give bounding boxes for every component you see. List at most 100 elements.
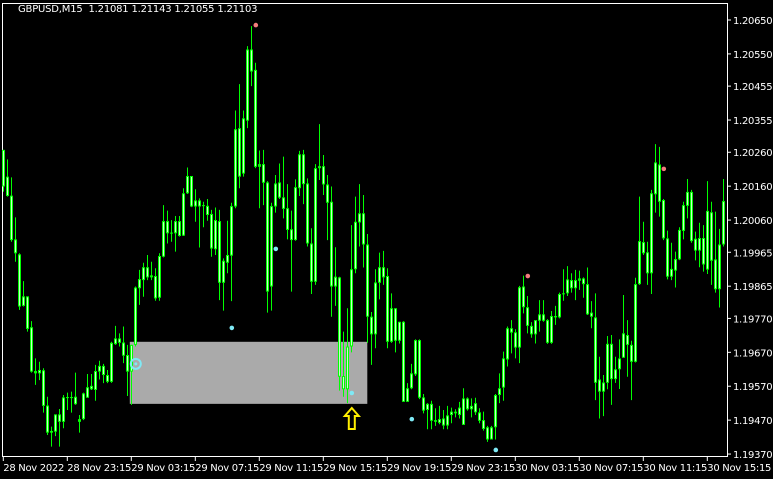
- candle: [654, 144, 657, 213]
- candle: [430, 400, 433, 430]
- candle-body: [434, 420, 437, 422]
- candle: [70, 391, 73, 413]
- arrow-up-icon: [342, 406, 362, 430]
- price-tick-label: 1.20355: [733, 116, 772, 127]
- candle: [146, 254, 149, 281]
- candle: [446, 405, 449, 430]
- candle: [142, 262, 145, 297]
- candle: [426, 403, 429, 430]
- candle: [494, 394, 497, 440]
- candle: [642, 221, 645, 255]
- candle: [658, 146, 661, 217]
- candle: [122, 326, 125, 364]
- candle: [438, 405, 441, 425]
- candle: [302, 149, 305, 205]
- candle: [170, 220, 173, 242]
- candle: [538, 300, 541, 332]
- candle: [82, 392, 85, 421]
- candle: [126, 344, 129, 397]
- sell-dot-marker: [253, 22, 259, 28]
- price-tick-label: 1.19965: [733, 248, 772, 259]
- candle: [698, 222, 701, 268]
- candle: [174, 215, 177, 252]
- candle: [326, 174, 329, 241]
- zone-layer: [129, 341, 368, 404]
- candle: [210, 209, 213, 257]
- markers: [129, 22, 667, 453]
- candle: [678, 227, 681, 261]
- candle: [362, 194, 365, 268]
- candle: [562, 269, 565, 301]
- candle: [614, 356, 617, 383]
- candle-body: [554, 316, 557, 318]
- candle: [338, 276, 341, 391]
- candle: [686, 179, 689, 219]
- time-tick-label: 30 Nov 11:15: [643, 463, 707, 474]
- candle: [534, 320, 537, 344]
- candle: [570, 273, 573, 293]
- chart-frame: [2, 3, 728, 457]
- candle: [710, 201, 713, 285]
- candle: [254, 62, 257, 169]
- candle: [314, 164, 317, 285]
- chart-header: GBPUSD,M15 1.21081 1.21143 1.21055 1.211…: [18, 4, 257, 15]
- candle: [54, 414, 57, 437]
- candle: [398, 321, 401, 344]
- candle: [242, 110, 245, 177]
- candle: [394, 308, 397, 353]
- candle: [482, 411, 485, 431]
- high-value: 1.21143: [131, 4, 172, 15]
- price-tick-label: 1.20550: [733, 50, 772, 61]
- candle: [310, 228, 313, 294]
- candle: [98, 360, 101, 380]
- price-tick-label: 1.19570: [733, 382, 772, 393]
- candle: [434, 408, 437, 426]
- candle: [194, 189, 197, 222]
- candle: [638, 196, 641, 285]
- time-axis: 28 Nov 2022 28 Nov 23:15 29 Nov 03:15 29 No…: [2, 456, 771, 474]
- candle: [6, 159, 9, 197]
- candle: [274, 174, 277, 213]
- price-tick-label: 1.20060: [733, 216, 772, 227]
- candle: [162, 205, 165, 258]
- candle: [402, 321, 405, 402]
- candle: [626, 320, 629, 377]
- candle: [554, 305, 557, 325]
- candle: [286, 184, 289, 240]
- candle: [14, 217, 17, 262]
- candle-body: [578, 278, 581, 281]
- candle: [690, 189, 693, 243]
- sell-dot-marker: [525, 273, 531, 279]
- candle: [78, 415, 81, 433]
- candle: [674, 251, 677, 288]
- price-tick-label: 1.20455: [733, 82, 772, 93]
- candle: [138, 269, 141, 305]
- candle: [290, 210, 293, 292]
- candle: [246, 46, 249, 129]
- candle: [206, 199, 209, 221]
- candle: [410, 363, 413, 390]
- candle: [450, 407, 453, 424]
- candle: [514, 329, 517, 359]
- candle: [42, 368, 45, 413]
- candle: [706, 181, 709, 274]
- candle: [182, 188, 185, 237]
- candle: [386, 268, 389, 349]
- candle: [166, 210, 169, 244]
- time-tick-label: 28 Nov 23:15: [67, 463, 131, 474]
- candle: [102, 363, 105, 384]
- candle: [566, 266, 569, 297]
- candle: [134, 286, 137, 347]
- candle-body: [50, 430, 53, 433]
- price-tick-label: 1.19370: [733, 450, 772, 461]
- candle: [298, 150, 301, 196]
- candle: [662, 199, 665, 241]
- candle: [470, 398, 473, 418]
- candle: [330, 186, 333, 317]
- buy-dot-marker: [273, 246, 279, 252]
- candle: [498, 373, 501, 404]
- candle: [366, 233, 369, 343]
- candle: [346, 308, 349, 404]
- candle: [714, 211, 717, 293]
